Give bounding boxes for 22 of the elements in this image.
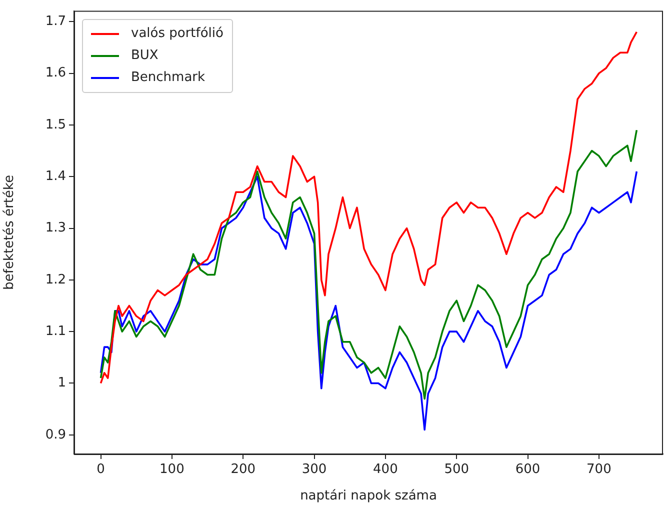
y-tick-label: 1.2	[45, 272, 66, 288]
x-tick-label: 400	[373, 462, 398, 478]
x-axis-title: naptári napok száma	[300, 488, 437, 504]
y-tick-label: 1	[58, 376, 66, 391]
x-tick-label: 100	[160, 462, 184, 478]
y-axis-title: befektetés értéke	[2, 174, 18, 290]
x-tick-label: 0	[96, 462, 105, 478]
legend-label: valós portfólió	[131, 26, 224, 42]
y-tick-label: 0.9	[45, 427, 66, 442]
y-tick-label: 1.7	[45, 14, 66, 30]
y-tick-label: 1.1	[45, 324, 66, 339]
y-tick-label: 1.4	[45, 168, 66, 184]
x-tick-label: 700	[586, 462, 612, 478]
y-tick-label: 1.5	[45, 117, 66, 132]
x-tick-label: 600	[515, 462, 540, 478]
x-tick-label: 300	[302, 462, 327, 478]
x-tick-label: 200	[230, 462, 256, 478]
legend-label: Benchmark	[131, 70, 206, 86]
y-tick-label: 1.6	[45, 66, 66, 81]
x-tick-label: 500	[444, 462, 470, 478]
legend-label: BUX	[131, 48, 158, 64]
y-tick-label: 1.3	[45, 220, 66, 236]
